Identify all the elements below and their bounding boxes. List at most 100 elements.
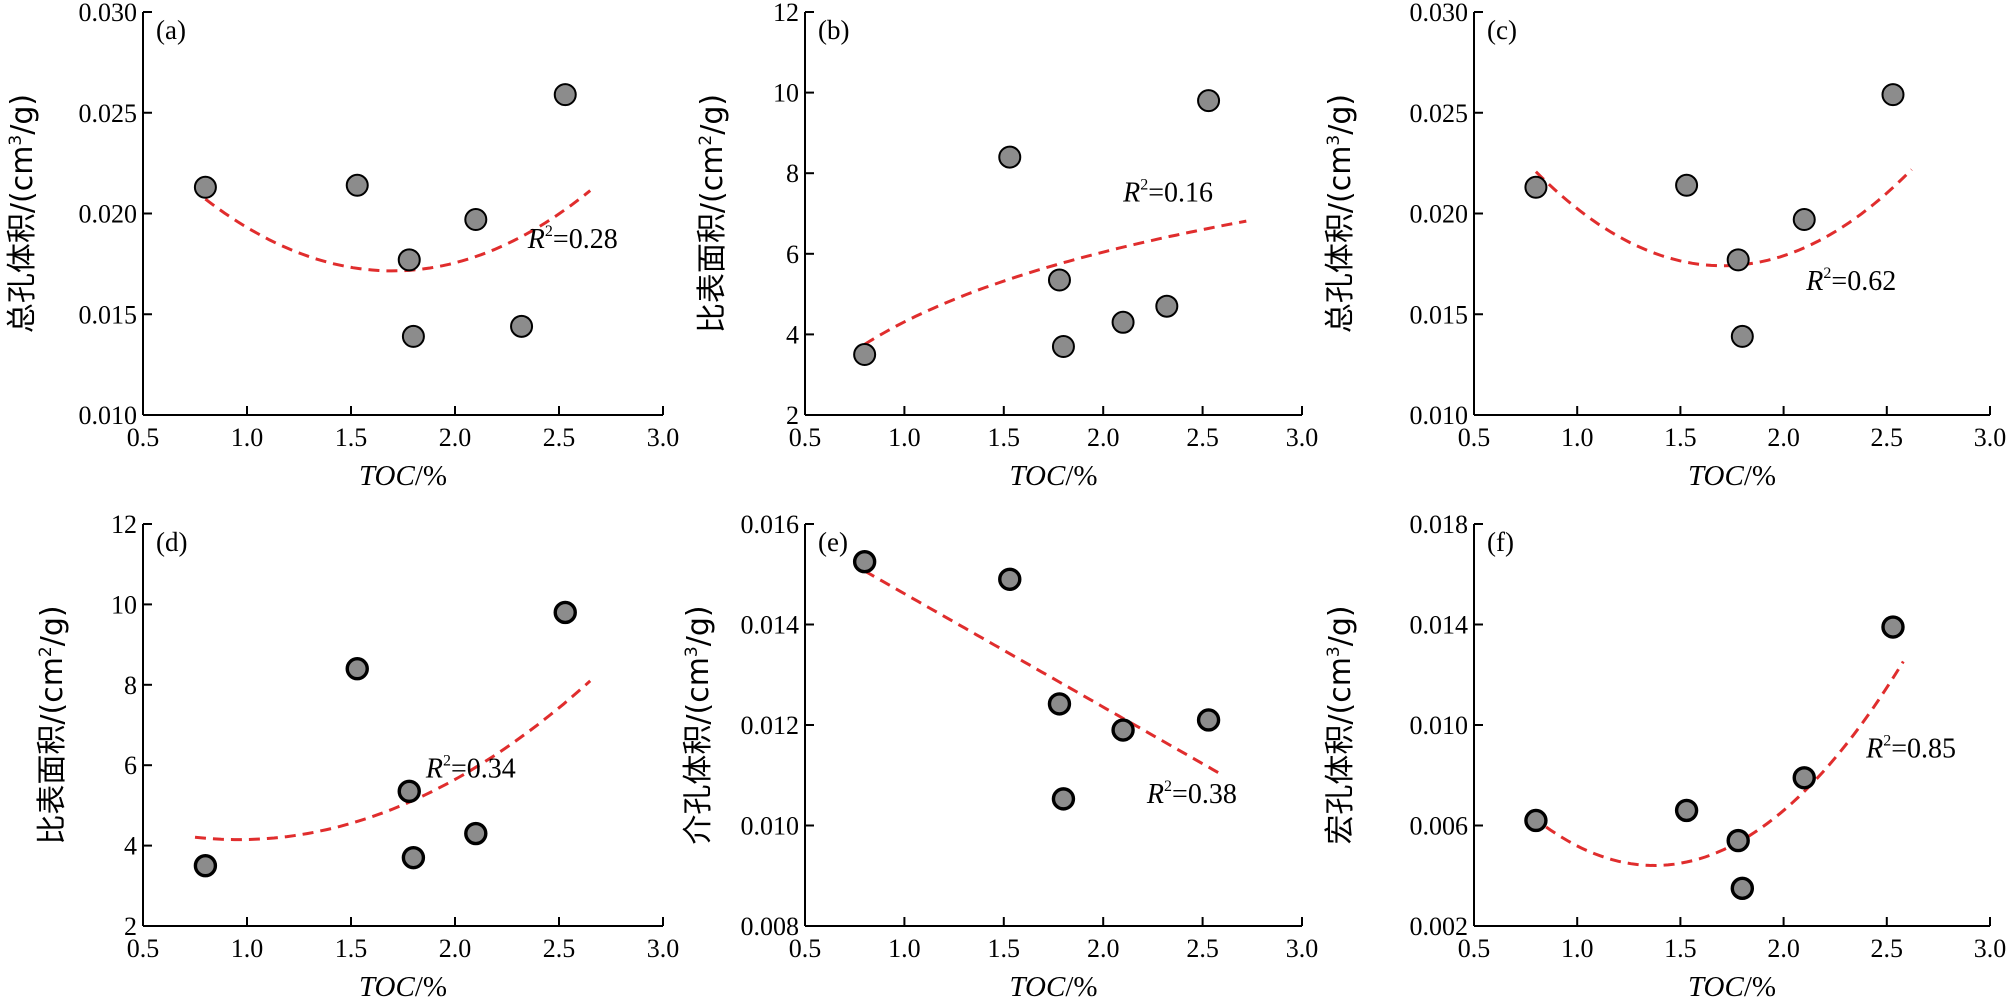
trend-line: [863, 219, 1247, 346]
data-point: [1524, 175, 1548, 199]
y-axis-title: 介孔体积/(cm3/g): [681, 605, 716, 844]
data-point: [1197, 89, 1221, 113]
data-point: [510, 314, 534, 338]
chart-panel-f: 0.5 1.0 1.5 2.0 2.5 3.0 0.002 0.006 0.010 0.014 0.…: [1323, 510, 2006, 1003]
x-tick-label: 0.5: [127, 423, 160, 452]
r-squared-symbol: R: [1865, 734, 1883, 765]
x-tick-label: 2.0: [1087, 934, 1120, 963]
r-squared-label: R2=0.28: [527, 223, 618, 255]
data-point: [852, 549, 877, 574]
data-point: [1730, 324, 1754, 348]
x-tick-label: 1.5: [1664, 423, 1697, 452]
data-point: [1111, 310, 1135, 334]
panel-label: (a): [156, 15, 186, 45]
x-tick-label: 2.5: [1186, 423, 1219, 452]
x-tick-label: 1.0: [1561, 423, 1594, 452]
y-axis-title: 宏孔体积/(cm3/g): [1323, 605, 1358, 844]
y-axis-title-tail: /g): [1323, 605, 1358, 646]
y-tick-label: 4: [786, 320, 799, 349]
x-tick-label: 0.5: [789, 934, 822, 963]
y-axis-title: 总孔体积/(cm3/g): [5, 94, 40, 333]
x-tick-label: 3.0: [1286, 934, 1319, 963]
y-tick-label: 0.015: [1410, 300, 1469, 329]
r-squared-superscript: 2: [1140, 176, 1148, 193]
x-tick-label: 1.0: [1561, 934, 1594, 963]
x-tick-label: 2.0: [1087, 423, 1120, 452]
x-tick-label: 2.5: [1871, 423, 1904, 452]
r-squared-symbol: R: [527, 224, 545, 255]
y-axis-title-superscript: 2: [696, 135, 716, 146]
y-tick-label: 0.010: [1410, 711, 1469, 740]
data-point: [1792, 208, 1816, 232]
x-tick-label: 1.5: [335, 934, 368, 963]
data-point: [1726, 828, 1750, 853]
data-point: [1047, 268, 1071, 292]
x-tick-label: 3.0: [1286, 423, 1319, 452]
x-axis-title: TOC/%: [359, 971, 447, 1001]
r-squared-symbol: R: [1146, 779, 1164, 810]
trend-line: [194, 679, 592, 842]
data-point: [1674, 798, 1699, 823]
trend-line: [1534, 168, 1913, 268]
data-point: [345, 173, 369, 197]
x-tick-label: 0.5: [127, 934, 160, 963]
x-axis-title: TOC/%: [359, 460, 447, 492]
y-tick-label: 0.010: [1410, 401, 1469, 430]
data-point: [1051, 334, 1075, 358]
y-tick-label: 0.008: [741, 912, 800, 941]
y-tick-label: 12: [111, 510, 137, 539]
r-squared-symbol: R: [1122, 177, 1140, 208]
y-tick-label: 0.012: [741, 711, 800, 740]
chart-panel-b: 0.5 1.0 1.5 2.0 2.5 3.0 2 4 6 8 10 12 (b) TOC/% 比表面积/(…: [695, 0, 1318, 492]
x-axis-title: TOC/%: [1688, 460, 1776, 492]
panel-label: (f): [1487, 527, 1514, 557]
r-squared-label: R2=0.16: [1122, 176, 1213, 208]
data-point: [397, 779, 421, 804]
x-tick-label: 0.5: [1458, 934, 1491, 963]
y-axis-title-main: 宏孔体积/(cm: [1323, 657, 1358, 845]
r-squared-superscript: 2: [1823, 265, 1831, 282]
r-squared-value: =0.34: [451, 753, 516, 784]
y-axis-title-tail: /g): [35, 605, 70, 646]
r-squared-label: R2=0.34: [425, 752, 516, 784]
data-point: [397, 248, 421, 272]
panel-label: (b): [818, 15, 849, 45]
r-squared-superscript: 2: [1883, 733, 1891, 750]
x-tick-label: 1.0: [888, 934, 921, 963]
x-tick-label: 1.5: [1664, 934, 1697, 963]
x-tick-label: 3.0: [1974, 423, 2007, 452]
y-tick-label: 0.030: [1410, 0, 1469, 27]
y-tick-label: 0.030: [79, 0, 138, 27]
r-squared-superscript: 2: [545, 223, 553, 240]
r-squared-value: =0.28: [553, 224, 618, 255]
chart-panel-d: 0.5 1.0 1.5 2.0 2.5 3.0 2 4 6 8 10 12 (d) TOC/% 比表面积/(…: [35, 510, 680, 1003]
x-tick-label: 2.5: [543, 934, 576, 963]
data-point: [193, 175, 217, 199]
x-tick-label: 0.5: [1458, 423, 1491, 452]
x-axis-title: TOC/%: [1009, 971, 1097, 1001]
y-tick-label: 6: [786, 240, 799, 269]
data-point: [1881, 615, 1905, 639]
x-axis-title-main: TOC: [1009, 971, 1066, 1001]
x-tick-label: 2.5: [1186, 934, 1219, 963]
y-axis-title: 比表面积/(cm2/g): [695, 94, 730, 333]
data-point: [853, 343, 877, 367]
y-tick-label: 0.006: [1410, 812, 1469, 841]
x-tick-label: 2.5: [1871, 934, 1904, 963]
x-axis-title-unit: /%: [1744, 460, 1776, 492]
x-tick-label: 1.0: [231, 934, 264, 963]
x-tick-label: 3.0: [647, 934, 680, 963]
y-axis-title: 比表面积/(cm2/g): [35, 605, 70, 844]
y-axis-title-tail: /g): [1323, 94, 1358, 135]
r-squared-label: R2=0.38: [1146, 778, 1237, 810]
x-axis-title-main: TOC: [1688, 460, 1745, 492]
y-tick-label: 0.020: [1410, 200, 1469, 229]
y-axis-title-tail: /g): [5, 94, 40, 135]
data-point: [1726, 248, 1750, 272]
data-point: [998, 145, 1022, 169]
data-point: [1051, 787, 1076, 811]
y-tick-label: 12: [773, 0, 799, 27]
x-tick-label: 1.5: [335, 423, 368, 452]
y-axis-title-superscript: 3: [6, 135, 26, 146]
